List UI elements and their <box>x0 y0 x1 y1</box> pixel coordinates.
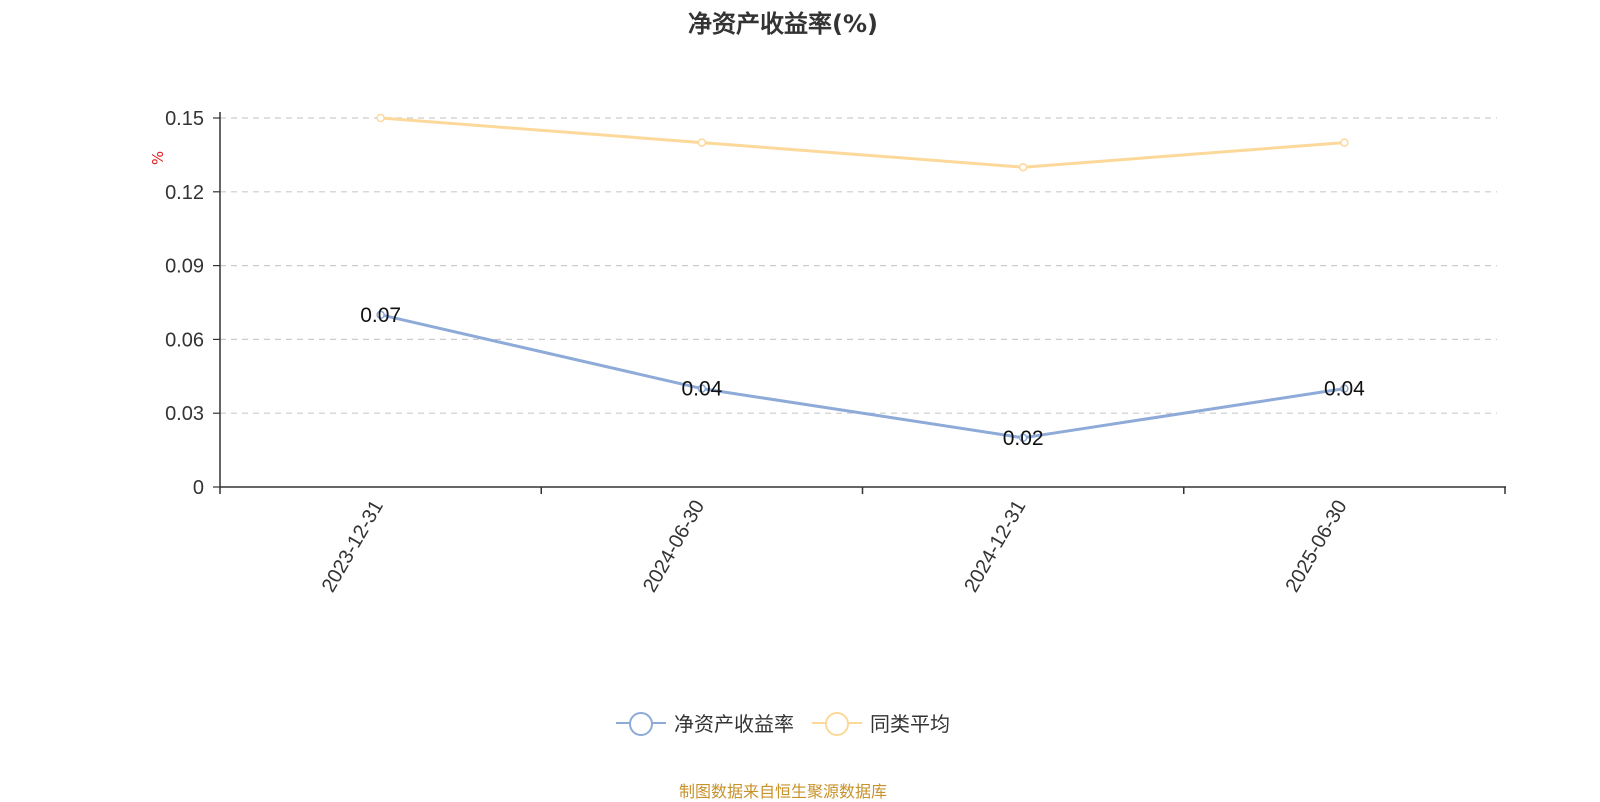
series-lines <box>376 113 1349 443</box>
y-tick-label: 0 <box>193 477 204 499</box>
data-point <box>376 310 385 320</box>
series-line-0 <box>380 313 1345 440</box>
data-label: 0.02 <box>1003 427 1044 450</box>
data-point <box>1340 384 1349 393</box>
y-tick-label: 0.09 <box>165 256 204 278</box>
data-label: 0.04 <box>681 378 722 401</box>
y-tick-label: 0.03 <box>165 403 204 425</box>
source-note: 制图数据来自恒生聚源数据库 <box>678 782 887 801</box>
legend-label-roe: 净资产收益率 <box>674 712 794 736</box>
data-point <box>376 113 385 123</box>
data-point <box>1340 138 1349 147</box>
data-point <box>1018 433 1028 443</box>
axes: 0 0.03 0.06 0.09 0.12 0.15% 2023-12-31 2024-06-… <box>149 108 1506 596</box>
legend: 净资产收益率 同类平均 <box>0 708 1566 737</box>
data-label: 0.04 <box>1324 378 1365 401</box>
y-axis-label: % <box>149 151 167 165</box>
y-tick-label: 0.15 <box>165 108 204 130</box>
x-tick-label: 2024-12-31 <box>960 497 1030 597</box>
x-tick-label: 2023-12-31 <box>318 497 388 597</box>
series-line-1 <box>380 116 1345 169</box>
legend-item-peer-average[interactable]: 同类平均 <box>812 708 950 737</box>
grid-lines <box>220 117 1497 414</box>
y-tick-label: 0.06 <box>165 329 204 351</box>
line-circle-icon <box>616 711 666 736</box>
chart-title: 净资产收益率(%) <box>688 10 878 38</box>
legend-item-roe[interactable]: 净资产收益率 <box>616 708 794 737</box>
y-tick-label: 0.12 <box>165 182 204 204</box>
data-point <box>697 384 707 393</box>
line-circle-icon <box>812 711 862 736</box>
data-label: 0.07 <box>360 304 401 327</box>
legend-label-peer-average: 同类平均 <box>870 712 950 736</box>
data-labels: 0.07 0.04 0.02 0.04 <box>360 304 1365 450</box>
x-tick-label: 2025-06-30 <box>1281 497 1351 597</box>
data-point <box>1018 162 1028 172</box>
data-point <box>697 138 707 147</box>
x-tick-label: 2024-06-30 <box>639 497 709 597</box>
